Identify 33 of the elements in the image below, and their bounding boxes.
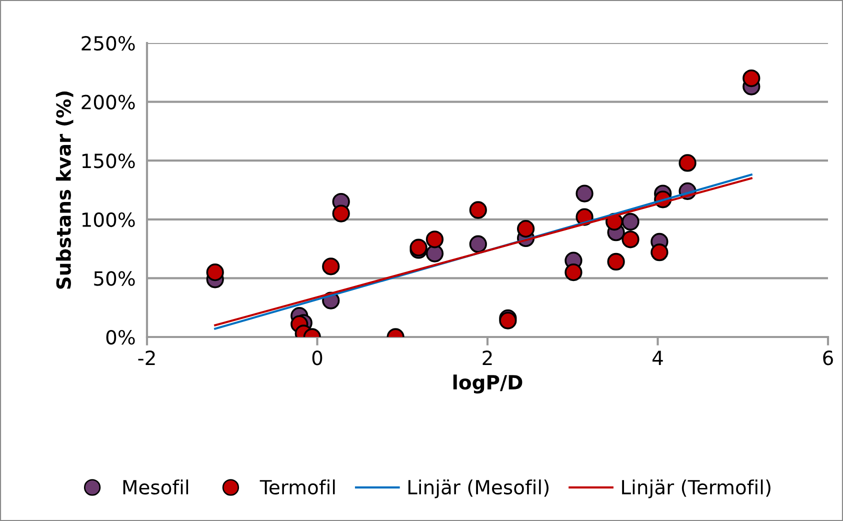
- point: [742, 69, 760, 88]
- point: [650, 244, 668, 262]
- point: [607, 252, 625, 271]
- y-axis-title: Substans kvar (%): [56, 92, 74, 289]
- point: [426, 230, 444, 248]
- point: [426, 244, 444, 262]
- point: [678, 154, 696, 172]
- y-tick-label: 200%: [82, 94, 135, 110]
- point: [622, 212, 640, 231]
- y-tick-label: 100%: [82, 212, 135, 228]
- y-tick-label: 250%: [82, 36, 135, 51]
- x-tick-label: 2: [482, 350, 492, 365]
- point: [206, 263, 224, 282]
- x-axis-title: logP/D: [453, 374, 522, 394]
- legend-label: Linjär (Mesofil): [408, 479, 549, 498]
- point: [622, 230, 640, 248]
- legend-label: Linjär (Termofil): [622, 479, 770, 498]
- x-tick-label: 4: [652, 350, 663, 365]
- y-tick-label: 0%: [106, 330, 135, 345]
- point: [469, 201, 487, 219]
- y-tick-label: 150%: [82, 154, 135, 168]
- legend-label: Mesofil: [123, 479, 188, 495]
- point: [332, 204, 350, 222]
- x-tick-label: 0: [312, 350, 322, 366]
- point: [576, 184, 594, 202]
- x-tick-label: 6: [823, 350, 833, 366]
- legend-label: Termofil: [260, 479, 335, 495]
- y-tick-label: 50%: [94, 271, 135, 286]
- point: [516, 220, 535, 238]
- point: [564, 263, 582, 282]
- point: [469, 235, 487, 253]
- x-tick-label: -2: [138, 350, 155, 365]
- point: [322, 258, 340, 276]
